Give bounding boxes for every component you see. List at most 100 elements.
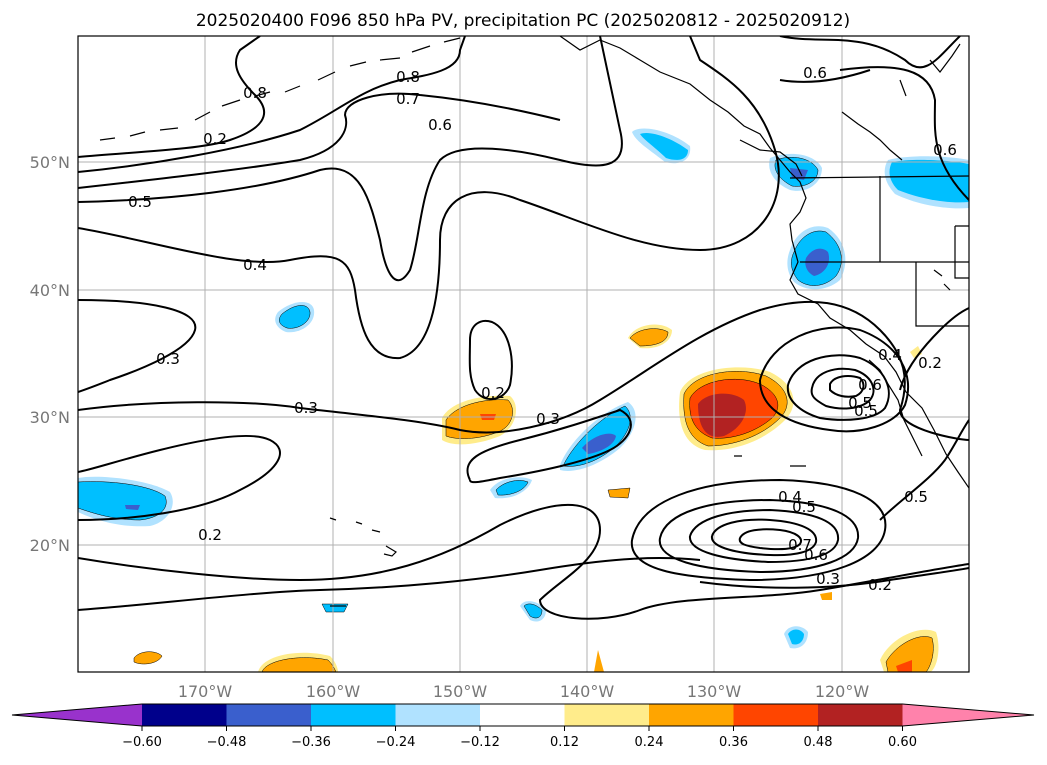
precip-patch	[582, 433, 616, 454]
precip-patch	[698, 393, 746, 437]
contour-label: 0.6	[804, 546, 828, 564]
contour-label: 0.6	[803, 64, 827, 82]
pv-contours	[78, 36, 969, 620]
pv-contour	[78, 36, 266, 158]
precip-patch	[133, 651, 163, 665]
colorbar-tick-label: 0.48	[804, 735, 833, 750]
map-frame	[77, 35, 970, 673]
map-title: 2025020400 F096 850 hPa PV, precipitatio…	[196, 11, 850, 31]
precip-patch	[261, 657, 337, 672]
colorbar-cell	[226, 704, 312, 726]
lat-tick-label: 50°N	[30, 153, 70, 172]
colorbar-cell	[480, 704, 565, 726]
map-panel[interactable]: 0.8 0.7 0.6 0.6 0.5 0.4 0.3 0.3 0.2 0.2 …	[77, 35, 970, 673]
colorbar-tick-label: −0.12	[460, 735, 500, 750]
pv-contour	[738, 528, 802, 551]
pv-contour	[689, 508, 840, 564]
pv-contour	[78, 434, 281, 521]
precip-patch	[125, 505, 140, 510]
contour-label: 0.5	[848, 394, 872, 412]
colorbar-cell	[564, 704, 650, 726]
precip-patch	[820, 592, 832, 600]
colorbar-cell	[818, 704, 903, 726]
precip-patch	[594, 650, 604, 672]
contour-label: 0.2	[203, 130, 227, 148]
contour-label: 0.4	[878, 346, 902, 364]
precip-patch	[78, 481, 167, 521]
colorbar-cell	[733, 704, 819, 726]
lon-tick-label: 120°W	[815, 682, 870, 701]
pv-contour	[779, 36, 961, 69]
contour-label: 0.6	[858, 376, 882, 394]
contour-label: 0.2	[868, 576, 892, 594]
precip-patch	[607, 487, 631, 499]
contour-label: 0.3	[816, 570, 840, 588]
contour-label: 0.7	[788, 536, 812, 554]
colorbar-cell	[311, 704, 396, 726]
lat-axis: 50°N 40°N 30°N 20°N	[30, 153, 70, 555]
pv-contour	[468, 320, 513, 400]
colorbar-tick-label: 0.24	[635, 735, 664, 750]
contour-label: 0.2	[198, 526, 222, 544]
colorbar-cell	[649, 704, 734, 726]
colorbar-cell	[395, 704, 481, 726]
lon-tick-label: 130°W	[687, 682, 742, 701]
lon-axis: 170°W 160°W 150°W 140°W 130°W 120°W	[178, 682, 870, 701]
colorbar-tick-label: −0.24	[376, 735, 416, 750]
lat-tick-label: 30°N	[30, 408, 70, 427]
contour-label: 0.5	[854, 402, 878, 420]
colorbar-tick-label: −0.48	[207, 735, 247, 750]
colorbar-tick-label: −0.36	[291, 735, 331, 750]
graticule	[78, 36, 969, 672]
precip-patch	[889, 159, 969, 203]
colorbar-tick-label: 0.12	[550, 735, 579, 750]
lon-tick-label: 170°W	[178, 682, 233, 701]
contour-label: 0.3	[536, 410, 560, 428]
colorbar-extend-low	[12, 704, 142, 726]
precip-patch	[523, 603, 543, 619]
precip-patch	[885, 636, 934, 672]
contour-label: 0.4	[778, 488, 802, 506]
contour-label: 0.3	[294, 399, 318, 417]
precip-patch	[788, 629, 804, 645]
contour-labels: 0.8 0.7 0.6 0.6 0.5 0.4 0.3 0.3 0.2 0.2 …	[128, 64, 957, 594]
pv-contour	[786, 354, 890, 421]
colorbar-tick-label: −0.60	[122, 735, 162, 750]
pv-contour	[699, 567, 969, 589]
contour-label: 0.4	[243, 256, 267, 274]
contour-label: 0.6	[933, 141, 957, 159]
pv-contour	[78, 36, 466, 173]
pv-contour	[658, 498, 860, 574]
contour-label: 0.5	[792, 498, 816, 516]
pv-contour	[78, 92, 561, 189]
precip-patch	[629, 328, 669, 347]
contour-label: 0.2	[918, 354, 942, 372]
lon-tick-label: 150°W	[433, 682, 488, 701]
contour-label: 0.7	[396, 90, 420, 108]
contour-label: 0.5	[904, 488, 928, 506]
pv-contour	[899, 307, 969, 391]
precip-patch	[321, 603, 349, 613]
pv-contour	[829, 375, 865, 398]
colorbar-tick-label: 0.60	[888, 735, 917, 750]
lon-tick-label: 160°W	[306, 682, 361, 701]
pv-contour	[630, 478, 887, 582]
contour-label: 0.3	[156, 350, 180, 368]
lat-tick-label: 20°N	[30, 536, 70, 555]
coastlines	[99, 36, 969, 607]
colorbar-extend-high	[902, 704, 1034, 726]
contour-label: 0.8	[243, 84, 267, 102]
pv-contour	[759, 326, 909, 433]
precip-patch	[495, 480, 529, 496]
pv-contour	[78, 504, 969, 620]
colorbar-tick-label: 0.36	[719, 735, 748, 750]
contour-label: 0.5	[128, 193, 152, 211]
colorbar: −0.60 −0.48 −0.36 −0.24 −0.12 0.12 0.24 0.36 0.4…	[11, 703, 1035, 750]
pv-contour	[78, 557, 701, 611]
pv-contour	[78, 36, 623, 282]
precip-patch	[640, 132, 688, 160]
contour-label: 0.2	[481, 384, 505, 402]
pv-contour	[779, 69, 871, 83]
contour-label: 0.6	[428, 116, 452, 134]
